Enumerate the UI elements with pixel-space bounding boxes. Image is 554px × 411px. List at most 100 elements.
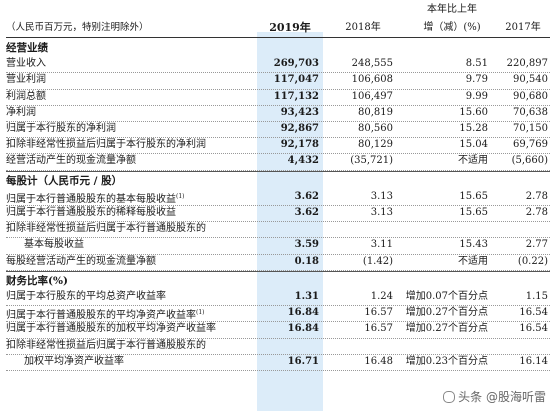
row-label-text: 营业收入 <box>6 58 46 70</box>
row-label: 归属于本行股东的平均总资产收益率 <box>6 291 166 303</box>
header-2017: 2017年 <box>505 22 541 33</box>
table-row: 基本每股收益 3.59 3.11 15.43 2.77 <box>0 237 554 253</box>
watermark-icon <box>443 390 456 403</box>
value-2018: 80,819 <box>358 106 393 118</box>
section-title: 每股计（人民币元 / 股） <box>6 174 123 187</box>
row-label: 净利润 <box>6 107 36 119</box>
row-label: 基本每股收益 <box>24 239 84 251</box>
value-2017: (5,660) <box>511 155 548 167</box>
value-change: 增加0.27个百分点 <box>405 307 488 319</box>
row-label-text: 经营活动产生的现金流量净额 <box>6 155 136 167</box>
row-label: 加权平均净资产收益率 <box>24 356 124 368</box>
row-label: 归属于本行普通股股东的基本每股收益(1) <box>6 191 185 206</box>
value-2017: 16.14 <box>519 355 548 367</box>
row-label: 利润总额 <box>6 91 46 103</box>
value-change: 9.79 <box>465 74 488 86</box>
row-label-text: 净利润 <box>6 106 36 118</box>
row-label: 经营活动产生的现金流量净额 <box>6 155 136 167</box>
table-row: 营业收入 269,703 248,555 8.51 220,897 <box>0 56 554 72</box>
value-2017: 16.54 <box>519 307 548 319</box>
header-change-line2: 增（减）(%) <box>423 22 481 33</box>
value-2018: 3.13 <box>370 207 393 218</box>
row-rule <box>6 137 550 139</box>
row-label-text: 归属于本行股东的净利润 <box>6 123 116 134</box>
table-row: 归属于本行普通股股东的基本每股收益(1) 3.62 3.13 15.65 2.78 <box>0 189 554 205</box>
value-change: 15.43 <box>459 239 488 251</box>
table-row: 归属于本行股东的净利润 92,867 80,560 15.28 70,150 <box>0 121 554 137</box>
value-change: 15.65 <box>459 190 488 202</box>
value-2019: 3.62 <box>294 190 319 202</box>
value-2019: 117,132 <box>273 90 319 102</box>
table-row: 营业利润 117,047 106,608 9.79 90,540 <box>0 72 554 88</box>
row-label: 归属于本行股东的净利润 <box>6 123 116 135</box>
value-2017: 69,769 <box>513 139 548 151</box>
row-label: 扣除非经常性损益后归属于本行股东的净利润 <box>6 139 206 151</box>
header-2019: 2019年 <box>269 21 311 34</box>
row-label-text: 基本每股收益 <box>24 239 84 251</box>
table-row: 每股经营活动产生的现金流量净额 0.18 (1.42) 不适用 (0.22) <box>0 254 554 270</box>
table-row: 扣除非经常性损益后归属于本行普通股股东的 <box>0 338 554 354</box>
row-label: 归属于本行普通股股东的加权平均净资产收益率 <box>6 323 216 335</box>
value-change: 增加0.07个百分点 <box>405 291 488 302</box>
value-change: 8.51 <box>465 58 488 70</box>
table-row: 扣除非经常性损益后归属于本行股东的净利润 92,178 80,129 15.04 69,… <box>0 137 554 153</box>
table-row: 归属于本行股东的平均总资产收益率 1.31 1.24 增加0.07个百分点 1.15 <box>0 289 554 305</box>
value-2017: 1.15 <box>525 291 548 302</box>
value-2019: 93,423 <box>280 106 319 118</box>
row-label-text: 归属于本行普通股股东的基本每股收益 <box>6 193 176 205</box>
header-change-line1: 本年比上年 <box>427 4 477 15</box>
value-2019: 92,867 <box>280 123 319 134</box>
row-rule <box>6 153 550 155</box>
value-2017: (0.22) <box>517 255 548 267</box>
value-2017: 16.54 <box>519 323 548 335</box>
row-label: 扣除非经常性损益后归属于本行普通股股东的 <box>6 340 206 352</box>
value-2019: 117,047 <box>273 74 319 86</box>
header-2018: 2018年 <box>345 22 381 33</box>
row-rule <box>6 269 550 271</box>
row-rule <box>6 370 550 371</box>
value-2018: 106,497 <box>351 90 393 102</box>
value-2019: 3.59 <box>294 239 319 251</box>
value-2019: 1.31 <box>294 291 319 302</box>
row-rule <box>6 88 550 90</box>
value-change: 15.65 <box>459 207 488 218</box>
table-row: 归属于本行普通股股东的稀释每股收益 3.62 3.13 15.65 2.78 <box>0 205 554 221</box>
row-label: 营业利润 <box>6 74 46 86</box>
footnote-marker: (1) <box>176 192 185 200</box>
row-label-text: 扣除非经常性损益后归属于本行普通股股东的 <box>6 339 206 351</box>
row-label: 归属于本行普通股股东的平均净资产收益率(1) <box>6 307 205 322</box>
value-change: 增加0.27个百分点 <box>405 323 488 335</box>
row-label-text: 归属于本行普通股股东的平均净资产收益率 <box>6 310 196 322</box>
value-2018: 80,560 <box>358 123 393 134</box>
row-label-text: 每股经营活动产生的现金流量净额 <box>6 255 156 267</box>
row-label-text: 归属于本行股东的平均总资产收益率 <box>6 291 166 302</box>
section-title-row: 财务比率(%) <box>0 273 554 289</box>
table-row: 加权平均净资产收益率 16.71 16.48 增加0.23个百分点 16.14 <box>0 354 554 370</box>
value-2018: 248,555 <box>351 58 393 70</box>
section-title-row: 每股计（人民币元 / 股） <box>0 173 554 189</box>
row-rule <box>6 221 550 223</box>
row-rule <box>6 353 550 355</box>
section-title-row: 经营业绩 <box>0 40 554 56</box>
table-row: 归属于本行普通股股东的加权平均净资产收益率 16.84 16.57 增加0.27个百分… <box>0 321 554 337</box>
row-rule <box>6 104 550 106</box>
watermark: 头条 @股海听雷 <box>443 388 546 405</box>
value-change: 15.60 <box>459 106 488 118</box>
value-2019: 269,703 <box>273 58 319 70</box>
value-2018: 16.57 <box>364 307 393 319</box>
value-2017: 90,680 <box>513 90 548 102</box>
table-row: 净利润 93,423 80,819 15.60 70,638 <box>0 105 554 121</box>
section-title: 经营业绩 <box>6 42 48 54</box>
value-2019: 16.84 <box>287 307 319 319</box>
value-2017: 2.78 <box>525 190 548 202</box>
value-2018: 106,608 <box>351 74 393 86</box>
value-2018: (1.42) <box>362 255 393 267</box>
section-title: 财务比率(%) <box>6 274 68 287</box>
row-rule <box>6 337 550 339</box>
value-change: 增加0.23个百分点 <box>405 355 488 367</box>
row-label-text: 加权平均净资产收益率 <box>24 355 124 367</box>
value-2019: 16.84 <box>287 323 319 335</box>
value-2018: 3.13 <box>370 190 393 202</box>
table-row: 扣除非经常性损益后归属于本行普通股股东的 <box>0 221 554 237</box>
value-2019: 16.71 <box>287 355 319 367</box>
